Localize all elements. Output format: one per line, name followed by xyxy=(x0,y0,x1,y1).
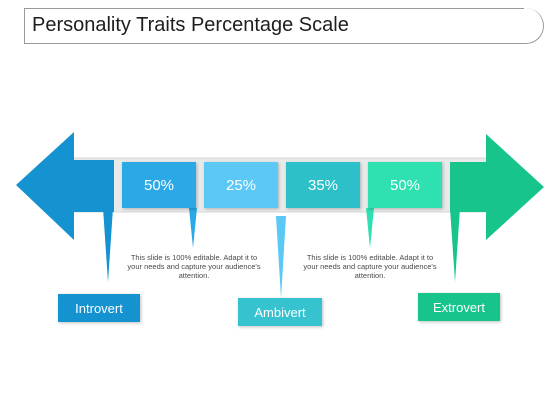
segment-3-value: 35% xyxy=(307,176,339,194)
segment-4: 50% xyxy=(368,162,442,208)
label-ambivert-text: Ambivert xyxy=(254,304,306,320)
title-frame xyxy=(24,8,544,44)
label-introvert: Introvert xyxy=(58,294,140,322)
pointer-note-right xyxy=(366,208,374,248)
label-ambivert: Ambivert xyxy=(238,298,322,326)
note-right: This slide is 100% editable. Adapt it to… xyxy=(303,253,437,280)
label-extrovert-text: Extrovert xyxy=(432,299,485,315)
segment-1-value: 50% xyxy=(143,176,175,194)
label-introvert-text: Introvert xyxy=(75,300,123,316)
segment-4-value: 50% xyxy=(389,176,421,194)
note-left: This slide is 100% editable. Adapt it to… xyxy=(127,253,261,280)
left-arrow-icon xyxy=(16,132,114,240)
segment-2: 25% xyxy=(204,162,278,208)
label-extrovert: Extrovert xyxy=(418,293,500,321)
segment-1: 50% xyxy=(122,162,196,208)
right-arrow-icon xyxy=(450,134,544,240)
segment-2-value: 25% xyxy=(225,176,257,194)
segment-3: 35% xyxy=(286,162,360,208)
page-title: Personality Traits Percentage Scale xyxy=(32,14,349,36)
pointer-ambivert xyxy=(276,216,286,298)
pointer-introvert xyxy=(103,208,113,282)
pointer-extrovert xyxy=(450,208,460,282)
pointer-note-left xyxy=(189,208,197,248)
